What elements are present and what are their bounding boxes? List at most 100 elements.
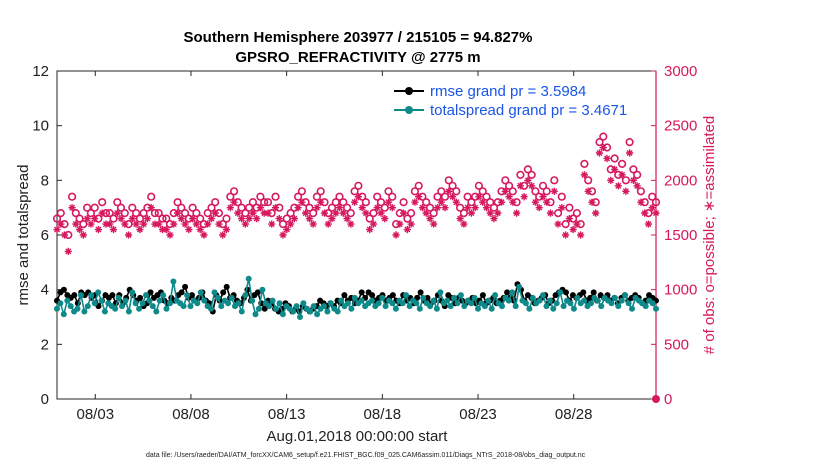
data-point-assimilated [196,225,204,234]
data-point-possible [343,203,352,212]
data-point [389,300,396,307]
data-point-assimilated [497,198,506,206]
data-point [526,305,533,312]
data-point-assimilated [128,215,136,223]
data-point-assimilated [173,209,182,217]
data-point-assimilated [418,204,427,212]
data-point-assimilated [475,193,483,201]
data-point-assimilated [98,209,106,217]
data-point [649,300,656,307]
data-point [261,305,268,312]
data-point [574,294,581,301]
data-point-assimilated [384,198,393,206]
data-point [468,300,475,307]
data-point-assimilated [109,225,118,234]
data-point-possible [388,192,397,201]
data-point [653,305,659,312]
data-point-possible [147,192,156,201]
data-point [259,286,266,293]
data-point-assimilated [565,215,573,223]
data-point-assimilated [415,193,423,201]
data-point-assimilated [219,231,227,239]
data-point [427,303,434,310]
data-point-assimilated [113,209,121,217]
data-point-possible [139,209,148,218]
data-point [180,303,187,310]
data-point-possible [448,181,457,190]
data-point-assimilated [648,204,656,212]
data-point [143,292,149,299]
data-point-assimilated [641,209,649,217]
data-point [417,289,424,296]
data-point [60,286,67,293]
data-point [580,289,587,296]
data-point-possible [467,198,476,207]
data-point [238,308,245,315]
data-point-possible [478,187,487,196]
data-point-assimilated [407,220,415,228]
data-point-possible [459,209,469,218]
data-point-assimilated [241,220,249,228]
data-point [499,303,505,310]
data-point-assimilated [275,215,283,223]
data-point [184,292,191,299]
data-point [392,305,399,312]
data-point [276,300,283,307]
data-point-possible [561,220,570,229]
data-point-possible [128,203,137,212]
x-tick-label: 08/23 [459,406,497,423]
data-point [78,292,84,299]
data-point-possible [527,170,536,179]
data-point [321,303,327,310]
data-point [516,283,523,290]
data-point [170,278,177,285]
data-point-possible [531,187,540,196]
data-point [642,303,649,310]
data-point [598,303,605,310]
data-point [389,292,396,299]
y-axis-right: 0 500 1000 1500 2000 2500 3000 [651,63,697,408]
data-point-assimilated [234,209,242,217]
data-point-possible [241,209,250,218]
data-point-assimilated [561,231,570,239]
data-point-assimilated [396,220,404,228]
data-point-assimilated [222,225,231,234]
data-point [300,300,307,307]
data-point-assimilated [618,171,626,179]
data-point-assimilated [426,215,434,223]
data-point-assimilated [626,149,634,157]
data-point-possible [354,181,363,190]
data-point-possible [297,187,307,196]
data-point-assimilated [543,198,551,206]
data-point [54,305,60,312]
data-point [546,297,553,304]
data-point-possible [113,198,122,207]
data-point [611,294,618,301]
data-point-assimilated [64,247,72,255]
data-point-assimilated [358,204,366,212]
data-point-possible [331,198,340,207]
data-point-assimilated [392,231,400,239]
data-point [471,294,478,301]
data-point-possible [651,198,661,207]
data-point-possible [482,192,491,201]
data-point-assimilated [309,220,317,228]
data-point-assimilated [162,225,170,234]
data-point [290,308,297,315]
data-point-assimilated [204,220,212,228]
data-point-possible [444,176,453,185]
data-point [581,297,588,304]
data-point [457,292,464,299]
data-point-assimilated [422,209,430,217]
data-point [567,300,574,307]
data-point-possible [505,181,514,190]
data-point-assimilated [554,220,562,228]
data-point-assimilated [354,193,362,201]
data-point-possible [523,165,533,174]
data-point-possible [158,214,167,223]
data-point [348,305,355,312]
data-point-possible [452,187,461,196]
data-point-assimilated [652,209,660,217]
data-point-possible [196,214,205,223]
data-point [444,297,451,304]
